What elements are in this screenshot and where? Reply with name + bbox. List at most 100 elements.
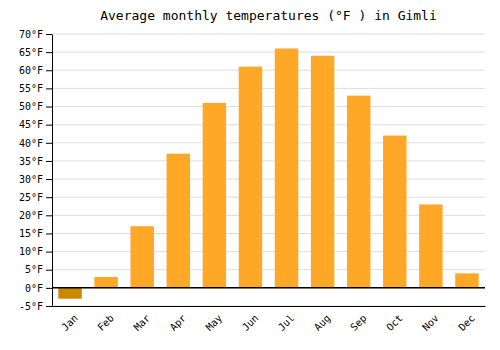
x-tick: Jun (240, 312, 261, 333)
bar (130, 226, 153, 288)
y-tick: 5°F (25, 264, 52, 275)
x-tick: Apr (168, 312, 189, 333)
y-tick-label: 10°F (19, 246, 43, 257)
y-tick-label: 65°F (19, 47, 43, 58)
bar (239, 67, 262, 288)
y-tick-mark (46, 107, 52, 108)
x-tick-label: May (204, 312, 225, 333)
grid-line (52, 179, 485, 180)
y-tick: 70°F (19, 29, 52, 40)
y-tick: 60°F (19, 65, 52, 76)
y-tick-mark (46, 125, 52, 126)
y-tick-mark (46, 270, 52, 271)
y-tick-label: 15°F (19, 228, 43, 239)
y-tick-label: 70°F (19, 29, 43, 40)
grid-line (52, 306, 485, 307)
x-tick-label: Nov (420, 312, 441, 333)
y-tick: 10°F (19, 246, 52, 257)
y-tick-label: 20°F (19, 210, 43, 221)
x-tick: Jul (276, 312, 297, 333)
y-tick-label: 50°F (19, 101, 43, 112)
y-tick-label: 30°F (19, 174, 43, 185)
y-tick-mark (46, 34, 52, 35)
bars (58, 49, 478, 299)
grid-line (52, 88, 485, 89)
grid-line (52, 197, 485, 198)
y-tick-mark (46, 252, 52, 253)
y-tick: 40°F (19, 138, 52, 149)
y-tick-mark (46, 233, 52, 234)
y-tick: 65°F (19, 47, 52, 58)
x-tick: Oct (384, 312, 405, 333)
grid-line (52, 70, 485, 71)
y-tick-mark (46, 215, 52, 216)
x-axis-line (53, 306, 486, 307)
bar (94, 277, 117, 288)
y-tick-mark (46, 161, 52, 162)
y-tick: 50°F (19, 101, 52, 112)
y-tick-label: 25°F (19, 192, 43, 203)
bar (455, 273, 478, 288)
y-tick: 25°F (19, 192, 52, 203)
bar (58, 288, 81, 299)
y-tick-mark (46, 179, 52, 180)
x-tick: Sep (348, 312, 369, 333)
x-tick: Aug (312, 312, 333, 333)
x-tick: Dec (456, 312, 477, 333)
y-tick: -5°F (19, 301, 52, 312)
x-tick: Jan (59, 312, 80, 333)
y-tick: 45°F (19, 119, 52, 130)
y-tick: 15°F (19, 228, 52, 239)
x-tick-label: Jan (59, 312, 80, 333)
grid-line (52, 124, 485, 125)
x-axis: Jan Feb Mar Apr May Jun Jul Aug Sep Oct Nov Dec (53, 307, 486, 333)
y-tick-mark (46, 197, 52, 198)
x-tick-label: Oct (384, 312, 405, 333)
y-tick-label: 55°F (19, 83, 43, 94)
grid-line (52, 106, 485, 107)
plot: -5°F 0°F 5°F 10°F 15°F 20°F 25°F 30°F 35°F 40°F 45… (19, 29, 486, 333)
title: Average monthly temperatures (°F ) in Gi… (100, 8, 437, 23)
x-tick: Mar (132, 312, 153, 333)
y-tick: 55°F (19, 83, 52, 94)
y-tick-label: 60°F (19, 65, 43, 76)
bar (383, 136, 406, 288)
bar (203, 103, 226, 288)
grid-line (52, 287, 485, 288)
x-tick-label: Dec (456, 312, 477, 333)
x-tick: Nov (420, 312, 441, 333)
y-tick-label: 35°F (19, 156, 43, 167)
x-tick-label: Sep (348, 312, 369, 333)
bar (275, 49, 298, 288)
y-tick-label: 0°F (25, 283, 43, 294)
grid-line (52, 160, 485, 161)
y-tick-mark (46, 288, 52, 289)
x-tick-label: Aug (312, 312, 333, 333)
bar (419, 204, 442, 287)
y-axis-line (52, 35, 53, 307)
y-tick-mark (46, 70, 52, 71)
grid-line (52, 142, 485, 143)
x-tick-label: Jun (240, 312, 261, 333)
x-tick-label: Jul (276, 312, 297, 333)
x-tick: Feb (95, 312, 116, 333)
y-tick-mark (46, 52, 52, 53)
y-tick-mark (46, 88, 52, 89)
y-tick-label: 45°F (19, 119, 43, 130)
x-tick-label: Apr (168, 312, 189, 333)
bar (167, 154, 190, 288)
y-axis: -5°F 0°F 5°F 10°F 15°F 20°F 25°F 30°F 35°F 40°F 45… (19, 29, 53, 312)
x-tick: May (204, 312, 225, 333)
y-tick-mark (46, 143, 52, 144)
y-tick: 35°F (19, 156, 52, 167)
x-tick-label: Mar (132, 312, 153, 333)
y-tick-label: 5°F (25, 264, 43, 275)
y-tick: 30°F (19, 174, 52, 185)
y-tick-label: -5°F (19, 301, 43, 312)
grid-line (52, 52, 485, 53)
y-tick: 0°F (25, 283, 52, 294)
y-tick-label: 40°F (19, 138, 43, 149)
chart: -5°F 0°F 5°F 10°F 15°F 20°F 25°F 30°F 35°F 40°F 45… (0, 0, 500, 350)
grid (52, 34, 485, 306)
x-tick-label: Feb (95, 312, 116, 333)
